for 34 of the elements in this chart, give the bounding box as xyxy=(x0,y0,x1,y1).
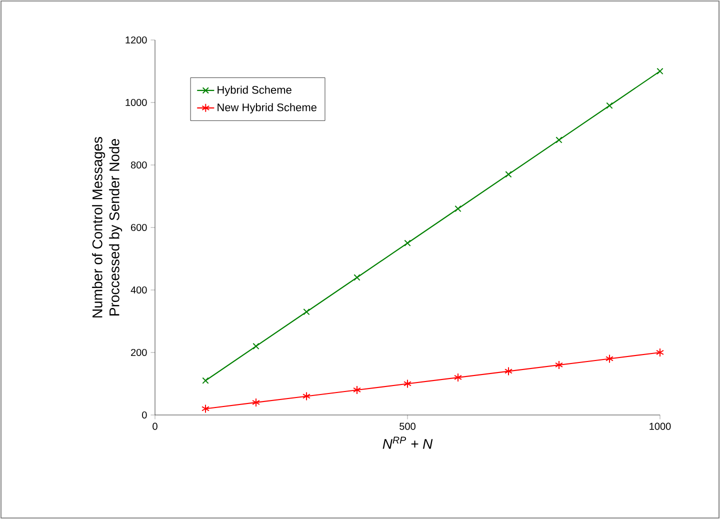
x-axis-title: N$^{RP}$ + N xyxy=(382,436,433,449)
x-tick-label: 1000 xyxy=(650,422,671,430)
point xyxy=(202,377,209,384)
point xyxy=(353,385,361,394)
point xyxy=(404,240,411,246)
point xyxy=(454,205,462,212)
y-tick-label: 800 xyxy=(130,161,147,169)
point xyxy=(656,348,664,357)
point xyxy=(252,342,260,350)
point xyxy=(252,398,260,407)
y-tick-label: 0 xyxy=(142,411,147,419)
y-tick-label: 400 xyxy=(130,286,147,294)
point xyxy=(454,372,462,382)
x-tick-label: 0 xyxy=(152,422,158,430)
point xyxy=(302,392,310,401)
point xyxy=(303,308,310,316)
y-tick-label: 600 xyxy=(131,224,147,232)
point xyxy=(606,354,614,364)
point xyxy=(555,360,563,370)
legend-label: Hybrid Scheme xyxy=(218,86,292,96)
point xyxy=(606,102,613,109)
y-tick-label: 1200 xyxy=(126,36,147,44)
point xyxy=(404,379,412,388)
point xyxy=(556,136,562,144)
point xyxy=(656,68,664,75)
x-tick-label: 500 xyxy=(400,422,416,430)
point xyxy=(505,171,512,178)
y-axis-title: Number of Control Messages Proccessed by Sender Node xyxy=(92,136,122,318)
y-tick-label: 1000 xyxy=(126,98,147,106)
point xyxy=(202,404,210,414)
point xyxy=(354,274,360,281)
point xyxy=(504,366,512,376)
legend-label: New Hybrid Scheme xyxy=(218,103,316,114)
y-tick-label: 200 xyxy=(131,348,147,356)
